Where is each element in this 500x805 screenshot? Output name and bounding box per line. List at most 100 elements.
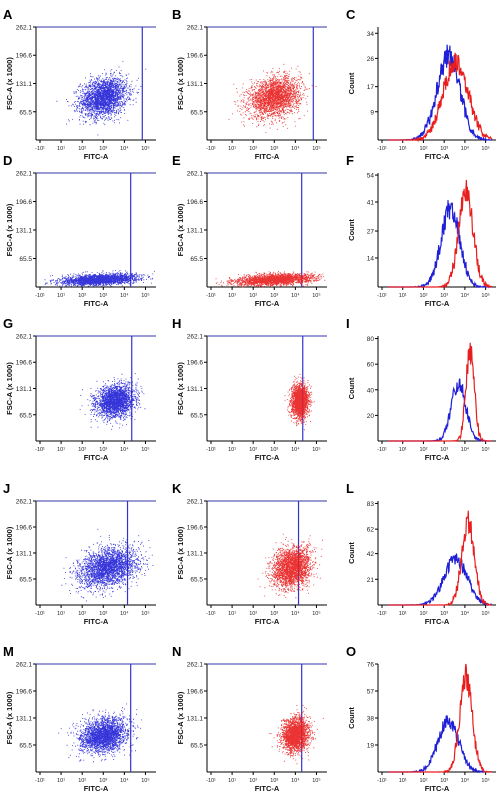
scatter-points [44,270,155,288]
x-tick-label: 10³ [270,146,278,152]
scatter-series-red [284,373,315,431]
panel-n: N FITC-A 65.5 131.1 196.6 262.1 -10¹ 10¹ 10² 10³ 1… [172,644,327,793]
x-axis-label: FITC-A [84,152,109,161]
y-axis-label: Count [347,219,356,241]
y-tick-label: 262.1 [187,334,204,341]
x-tick-label: 10² [419,293,427,299]
x-tick-label: 10² [78,447,86,453]
x-axis-label: FITC-A [255,152,280,161]
x-tick-label: 10³ [270,293,278,299]
scatter-series-red [228,63,317,133]
histogram-line [388,200,493,289]
x-tick-label: 10⁵ [141,610,149,617]
panel-letter: I [346,316,350,331]
y-tick-label: 196.6 [16,360,33,367]
y-tick-label: 80 [367,336,375,343]
x-tick-label: 10⁴ [291,292,300,299]
histogram-line [388,663,493,774]
x-tick-label: 10¹ [399,293,407,299]
y-tick-label: 54 [367,173,375,180]
y-tick-label: 40 [367,387,375,394]
x-axis-label: FITC-A [425,152,450,161]
y-tick-label: 60 [367,362,375,369]
x-tick-label: 10³ [440,146,448,152]
y-tick-label: 26 [367,56,375,63]
x-tick-label: 10² [78,611,86,617]
x-tick-label: 10³ [99,293,107,299]
x-axis-label: FITC-A [84,453,109,462]
y-tick-label: 262.1 [16,334,33,341]
x-tick-label: -10¹ [35,146,45,152]
panel-letter: D [3,153,12,168]
x-tick-label: 10⁵ [481,777,489,784]
panel-letter: J [3,481,10,496]
x-axis-label: FITC-A [255,299,280,308]
y-tick-label: 14 [367,255,375,262]
y-tick-label: 65.5 [190,743,203,750]
x-tick-label: 10⁴ [461,610,470,617]
histogram-line [388,553,493,606]
x-tick-label: 10² [249,447,257,453]
scatter-series-red [269,704,324,765]
x-tick-label: 10¹ [57,778,65,784]
x-axis-label: FITC-A [255,453,280,462]
y-tick-label: 65.5 [19,109,32,116]
panel-a: A FITC-A 65.5 131.1 196.6 262.1 -10¹ 10¹ 10² 10³ 1… [3,7,156,161]
y-tick-label: 21 [367,577,375,584]
x-tick-label: 10⁵ [481,145,489,152]
x-tick-label: 10⁴ [291,446,300,453]
panel-i: I FITC-A 20 40 60 80 -10¹ 10¹ 10² 10³ 10⁴ 10⁵ Count [346,316,496,462]
histogram-line [388,342,492,443]
y-tick-label: 34 [367,31,375,38]
scatter-series-blue [61,528,154,602]
histogram-series-red [388,510,493,607]
panel-f: F FITC-A 14 27 41 54 -10¹ 10¹ 10² 10³ 10⁴ 10⁵ Count [346,153,496,308]
y-tick-label: 262.1 [16,499,33,506]
panel-letter: O [346,644,356,659]
y-tick-label: 65.5 [190,412,203,419]
x-tick-label: 10¹ [399,447,407,453]
y-axis-label: FSC-A (x 1000) [5,57,14,110]
histogram-series-red [388,663,493,774]
y-tick-label: 76 [367,662,375,669]
y-axis-label: Count [347,707,356,729]
y-tick-label: 196.6 [16,524,33,531]
x-tick-label: -10¹ [35,447,45,453]
scatter-points [257,533,323,599]
x-tick-label: -10¹ [206,778,216,784]
histogram-series-red [388,179,493,289]
y-tick-label: 83 [367,501,375,508]
y-tick-label: 262.1 [16,662,33,669]
x-tick-label: 10³ [440,293,448,299]
x-tick-label: -10¹ [206,611,216,617]
histogram-series-blue [388,44,493,142]
panel-l: L FITC-A 21 42 62 83 -10¹ 10¹ 10² 10³ 10⁴ 10⁵ Count [346,481,496,626]
x-tick-label: 10⁵ [312,610,320,617]
panel-letter: G [3,316,13,331]
panel-letter: C [346,7,356,22]
y-tick-label: 196.6 [187,360,204,367]
y-tick-label: 131.1 [187,715,204,722]
x-tick-label: 10⁵ [141,777,149,784]
y-tick-label: 196.6 [16,199,33,206]
y-tick-label: 131.1 [187,550,204,557]
y-tick-label: 131.1 [187,386,204,393]
y-tick-label: 262.1 [187,25,204,32]
scatter-points [215,271,326,288]
y-tick-label: 196.6 [187,524,204,531]
scatter-points [284,373,315,431]
y-tick-label: 41 [367,200,375,207]
x-tick-label: 10⁴ [461,446,470,453]
x-tick-label: 10³ [99,146,107,152]
x-tick-label: -10¹ [377,293,387,299]
y-axis-label: FSC-A (x 1000) [5,362,14,415]
panel-letter: L [346,481,354,496]
y-tick-label: 131.1 [16,550,33,557]
x-axis-label: FITC-A [255,617,280,626]
histogram-line [388,510,493,607]
y-tick-label: 42 [367,551,375,558]
x-tick-label: 10¹ [399,146,407,152]
scatter-series-red [257,533,323,599]
panel-d: D FITC-A 65.5 131.1 196.6 262.1 -10¹ 10¹ 10² 10³ 1… [3,153,156,308]
y-tick-label: 131.1 [187,227,204,234]
